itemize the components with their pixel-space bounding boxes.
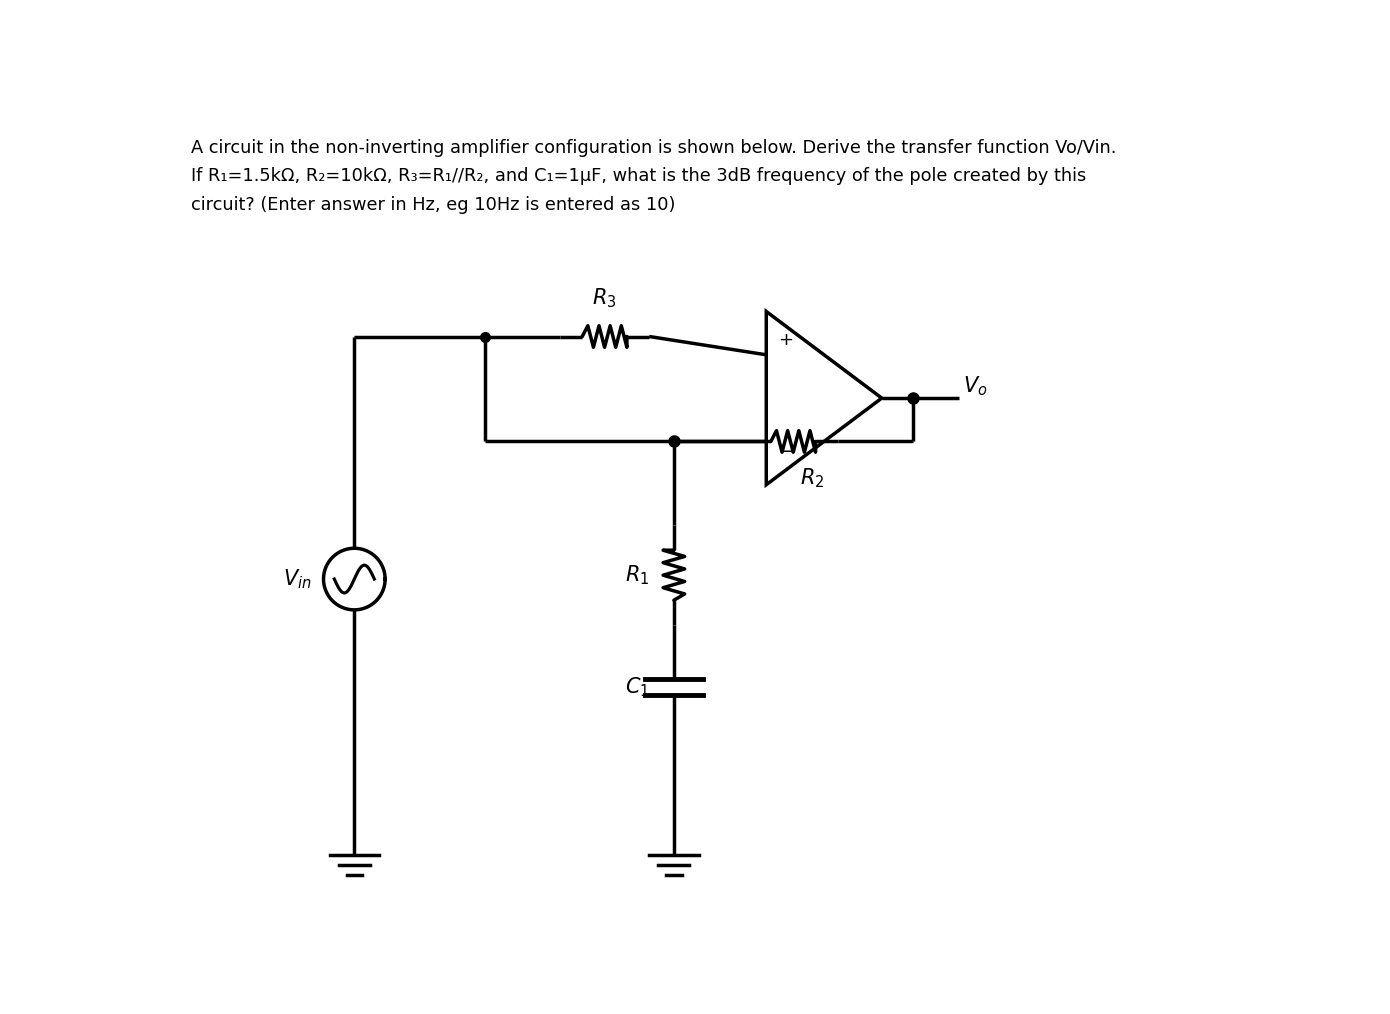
Text: +: + (778, 332, 792, 350)
Text: $R_2$: $R_2$ (801, 466, 824, 490)
Text: −: − (778, 443, 792, 461)
Text: If R₁=1.5kΩ, R₂=10kΩ, R₃=R₁//R₂, and C₁=1μF, what is the 3dB frequency of the po: If R₁=1.5kΩ, R₂=10kΩ, R₃=R₁//R₂, and C₁=… (190, 167, 1087, 186)
Text: $R_1$: $R_1$ (626, 564, 649, 587)
Text: $R_3$: $R_3$ (592, 286, 617, 309)
Text: $C_1$: $C_1$ (624, 675, 649, 699)
Text: A circuit in the non-inverting amplifier configuration is shown below. Derive th: A circuit in the non-inverting amplifier… (190, 139, 1116, 156)
Text: circuit? (Enter answer in Hz, eg 10Hz is entered as 10): circuit? (Enter answer in Hz, eg 10Hz is… (190, 196, 676, 214)
Text: $V_{in}$: $V_{in}$ (284, 567, 311, 591)
Text: $V_o$: $V_o$ (963, 375, 987, 399)
